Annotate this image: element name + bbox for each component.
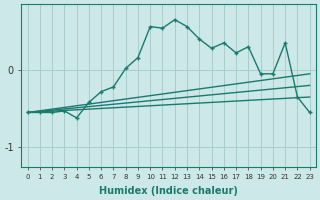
X-axis label: Humidex (Indice chaleur): Humidex (Indice chaleur) bbox=[99, 186, 238, 196]
